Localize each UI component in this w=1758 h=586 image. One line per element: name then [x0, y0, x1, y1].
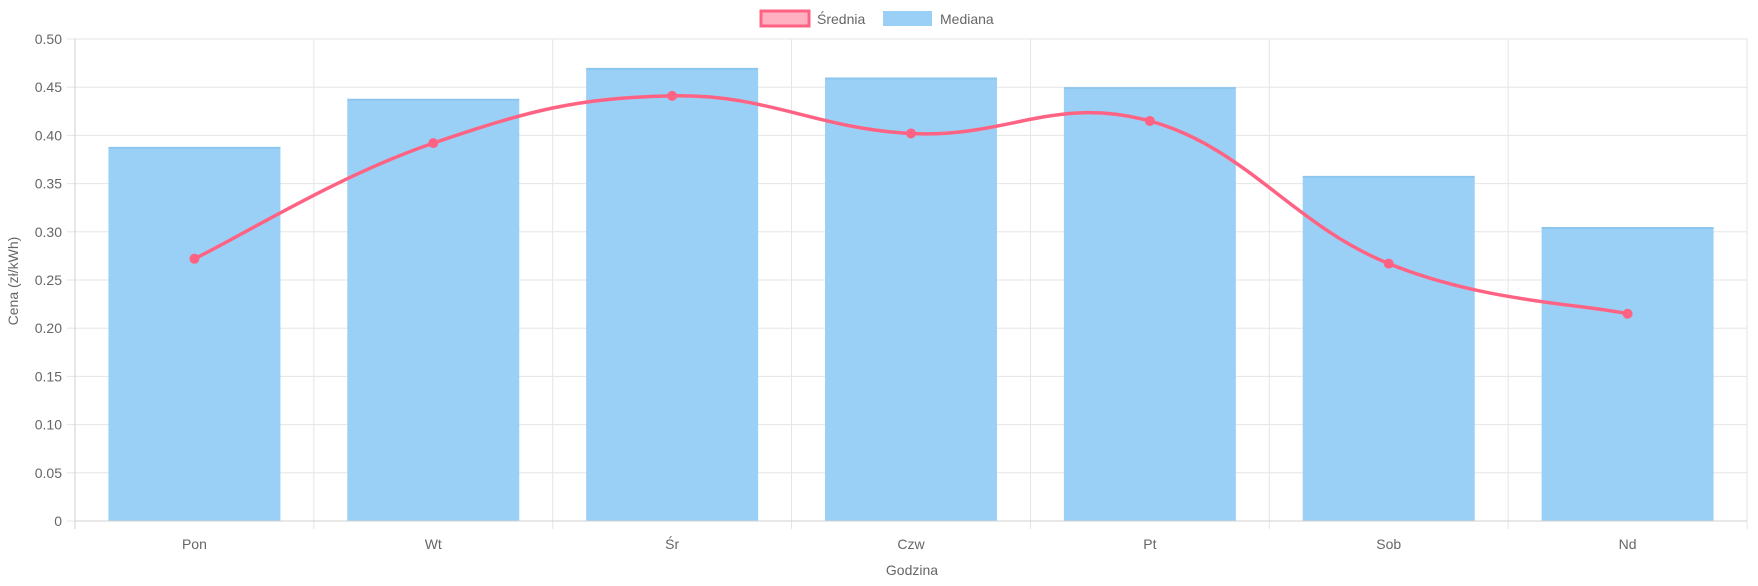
point-srednia[interactable] [1622, 308, 1633, 319]
x-tick-label: Pt [1143, 536, 1156, 552]
y-tick-label: 0.25 [35, 272, 62, 288]
bar-mediana[interactable] [347, 99, 520, 522]
y-tick-label: 0.20 [35, 320, 62, 336]
y-tick-label: 0.10 [35, 417, 62, 433]
legend-swatch-srednia [759, 9, 811, 28]
bar-mediana[interactable] [1063, 88, 1236, 521]
legend-label-mediana: Mediana [940, 11, 994, 27]
point-srednia[interactable] [1383, 258, 1394, 269]
bar-mediana[interactable] [108, 147, 281, 521]
legend: Średnia Mediana [759, 9, 994, 28]
y-tick-label: 0.05 [35, 465, 62, 481]
point-srednia[interactable] [906, 128, 916, 139]
y-tick-label: 0.40 [35, 127, 62, 143]
legend-item-srednia[interactable]: Średnia [759, 9, 865, 28]
x-tick-label: Pon [182, 536, 207, 552]
bars-mediana [108, 67, 1714, 522]
y-tick-label: 0.45 [35, 79, 62, 95]
line-srednia [189, 90, 1633, 319]
x-tick-label: Sob [1376, 536, 1401, 552]
point-srednia[interactable] [428, 138, 439, 149]
x-tick-label: Nd [1619, 536, 1637, 552]
x-tick-label: Wt [425, 536, 442, 552]
axes: 0 0.05 0.10 0.15 0.20 0.25 0.30 0.35 0.40 0.45 0.5… [35, 31, 1747, 552]
x-axis-title: Godzina [886, 562, 938, 578]
y-tick-label: 0.15 [35, 368, 62, 384]
x-tick-label: Czw [897, 536, 925, 552]
y-tick-label: 0.50 [35, 31, 62, 47]
legend-label-srednia: Średnia [817, 10, 865, 27]
point-srednia[interactable] [1144, 115, 1155, 126]
y-tick-label: 0 [54, 513, 62, 529]
legend-swatch-mediana [883, 11, 932, 26]
x-tick-label: Śr [665, 535, 679, 552]
y-axis-title: Cena (zł/kWh) [5, 237, 21, 326]
point-srednia[interactable] [189, 253, 200, 264]
y-tick-label: 0.35 [35, 176, 62, 192]
y-tick-label: 0.30 [35, 224, 62, 240]
bar-mediana[interactable] [1302, 176, 1475, 522]
point-srednia[interactable] [667, 90, 678, 101]
bar-mediana[interactable] [825, 78, 997, 522]
bar-mediana[interactable] [586, 68, 759, 521]
legend-item-mediana[interactable]: Mediana [883, 11, 994, 27]
bar-mediana[interactable] [1541, 227, 1714, 521]
